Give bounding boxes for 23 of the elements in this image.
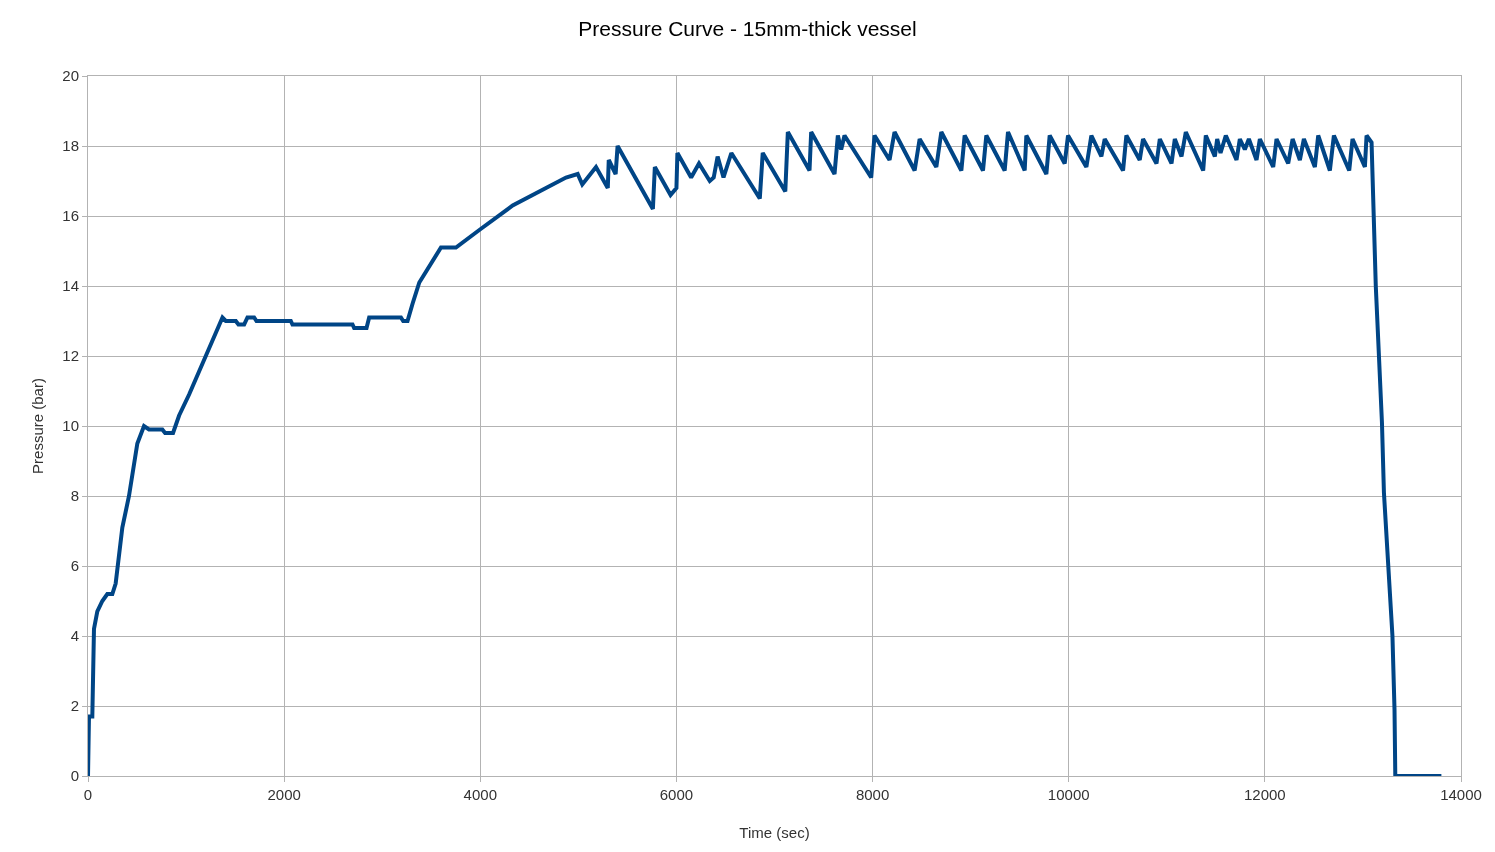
y-tick-label: 6	[70, 557, 79, 575]
y-tick-label: 0	[70, 767, 79, 785]
x-tick-label: 12000	[1244, 786, 1286, 803]
x-tick-label: 10000	[1047, 786, 1090, 803]
y-tick-label: 10	[62, 417, 79, 435]
y-tick-label: 18	[62, 137, 79, 155]
y-tick-label: 14	[62, 277, 79, 295]
y-tick-label: 4	[70, 627, 79, 645]
chart-title: Pressure Curve - 15mm-thick vessel	[578, 17, 917, 40]
x-tick-label: 0	[83, 786, 93, 803]
y-tick-label: 12	[62, 347, 79, 365]
x-tick-label: 8000	[855, 786, 890, 803]
y-axis-title: Pressure (bar)	[28, 378, 46, 474]
y-tick-label: 16	[62, 207, 79, 225]
y-tick-label: 2	[70, 697, 79, 715]
x-tick-label: 4000	[463, 786, 497, 803]
y-tick-label: 20	[62, 67, 79, 85]
y-tick-label: 8	[70, 487, 79, 505]
x-tick-label: 6000	[659, 786, 694, 803]
x-tick-label: 14000	[1440, 786, 1482, 803]
x-tick-label: 2000	[267, 786, 301, 803]
x-axis-title: Time (sec)	[739, 824, 810, 841]
line-series	[88, 130, 1444, 776]
